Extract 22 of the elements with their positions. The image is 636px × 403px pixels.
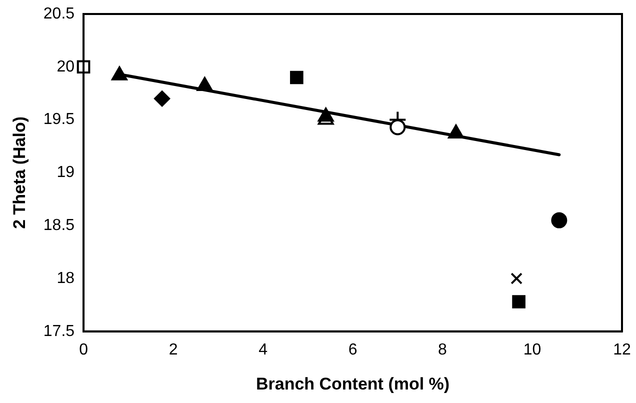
y-tick-label: 17.5 — [43, 322, 75, 340]
y-tick-label: 20 — [56, 58, 75, 76]
x-tick-label: 8 — [438, 341, 448, 358]
x-tick-label: 0 — [79, 341, 88, 358]
y-tick-label: 19 — [56, 164, 75, 182]
x-tick-label: 2 — [168, 341, 178, 358]
point — [551, 212, 568, 228]
y-tick-label: 20.5 — [43, 5, 75, 22]
x-tick-label: 6 — [348, 341, 358, 358]
x-axis-title: Branch Content (mol %) — [256, 374, 450, 394]
point — [510, 272, 522, 284]
point — [390, 119, 406, 136]
x-tick-label: 12 — [613, 341, 631, 358]
y-tick-label: 18.5 — [43, 217, 75, 234]
y-tick-label: 19.5 — [43, 111, 75, 128]
x-tick-label: 10 — [523, 341, 542, 358]
point — [290, 70, 304, 84]
y-tick-label: 18 — [56, 270, 75, 287]
point — [512, 295, 526, 308]
point — [154, 90, 170, 107]
y-axis-title: 2 Theta (Halo) — [10, 116, 29, 229]
x-tick-label: 4 — [258, 341, 268, 358]
